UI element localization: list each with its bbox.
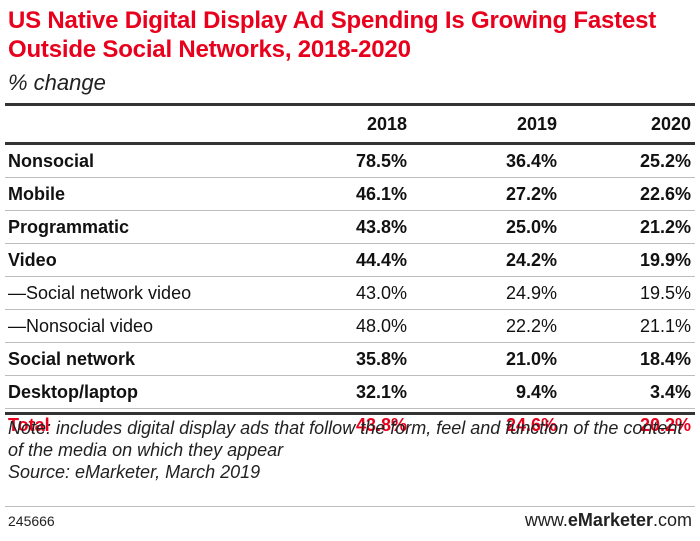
- value-2020: 19.9%: [557, 243, 695, 277]
- row-label: Social network: [5, 342, 295, 376]
- column-header-2018: 2018: [295, 106, 407, 145]
- value-2020: 20.2%: [639, 415, 691, 435]
- value-2019: 24.2%: [407, 243, 557, 277]
- value-2018: 48.0%: [295, 309, 407, 343]
- table-row-desktop-laptop: Desktop/laptop 32.1% 9.4% 3.4%: [5, 375, 695, 409]
- value-2018: 35.8%: [295, 342, 407, 376]
- row-label: Mobile: [5, 177, 295, 211]
- brand-suffix: .com: [652, 510, 692, 530]
- value-2018: 32.1%: [295, 375, 407, 409]
- header-row: 2018 2019 2020: [5, 106, 695, 145]
- top-rule: [5, 103, 695, 106]
- chart-subtitle: % change: [8, 70, 106, 95]
- value-2020: 19.5%: [557, 276, 695, 310]
- row-label: —Social network video: [5, 276, 295, 310]
- row-label: Nonsocial: [5, 143, 295, 178]
- table-row-mobile: Mobile 46.1% 27.2% 22.6%: [5, 177, 695, 211]
- value-2019: 25.0%: [407, 210, 557, 244]
- value-2018: 78.5%: [295, 143, 407, 178]
- value-2018: 43.8%: [355, 415, 407, 435]
- row-label: Total: [8, 415, 50, 435]
- value-2020: 21.2%: [557, 210, 695, 244]
- source-text: Source: eMarketer, March 2019: [8, 462, 261, 482]
- brand-name: eMarketer: [567, 510, 653, 530]
- row-label: Desktop/laptop: [5, 375, 295, 409]
- data-table: 2018 2019 2020 Nonsocial 78.5% 36.4% 25.…: [5, 106, 695, 441]
- footer-divider: [5, 506, 695, 507]
- row-label: —Nonsocial video: [5, 309, 295, 343]
- value-2020: 3.4%: [557, 375, 695, 409]
- value-2020: 18.4%: [557, 342, 695, 376]
- chart-title: US Native Digital Display Ad Spending Is…: [8, 7, 657, 63]
- value-2019: 27.2%: [407, 177, 557, 211]
- note-text: Note: includes digital display ads that …: [8, 418, 683, 460]
- table-row-social-network-video: —Social network video 43.0% 24.9% 19.5%: [5, 276, 695, 310]
- value-2019: 36.4%: [407, 143, 557, 178]
- value-2018: 44.4%: [295, 243, 407, 277]
- value-2020: 21.1%: [557, 309, 695, 343]
- value-2020: 22.6%: [557, 177, 695, 211]
- table-row-nonsocial: Nonsocial 78.5% 36.4% 25.2%: [5, 143, 695, 178]
- value-2020: 25.2%: [557, 143, 695, 178]
- table-row-total: Total 43.8% 24.6% 20.2%: [5, 409, 695, 442]
- value-2018: 46.1%: [295, 177, 407, 211]
- chart-id: 245666: [8, 513, 55, 529]
- table-row-programmatic: Programmatic 43.8% 25.0% 21.2%: [5, 210, 695, 244]
- bottom-rule: [5, 412, 695, 415]
- table-row-social-network: Social network 35.8% 21.0% 18.4%: [5, 342, 695, 376]
- value-2018: 43.0%: [295, 276, 407, 310]
- value-2019: 9.4%: [407, 375, 557, 409]
- value-2019: 22.2%: [407, 309, 557, 343]
- value-2019: 24.9%: [407, 276, 557, 310]
- row-label: Video: [5, 243, 295, 277]
- value-2018: 43.8%: [295, 210, 407, 244]
- header-label-cell: [5, 106, 295, 145]
- column-header-2019: 2019: [407, 106, 557, 145]
- row-label: Programmatic: [5, 210, 295, 244]
- brand-url: www.eMarketer.com: [525, 510, 692, 531]
- value-2019: 21.0%: [407, 342, 557, 376]
- footnote: Note: includes digital display ads that …: [8, 417, 696, 483]
- value-2019: 24.6%: [505, 415, 557, 435]
- table-row-video: Video 44.4% 24.2% 19.9%: [5, 243, 695, 277]
- table-row-nonsocial-video: —Nonsocial video 48.0% 22.2% 21.1%: [5, 309, 695, 343]
- column-header-2020: 2020: [557, 106, 695, 145]
- brand-prefix: www.: [524, 510, 568, 530]
